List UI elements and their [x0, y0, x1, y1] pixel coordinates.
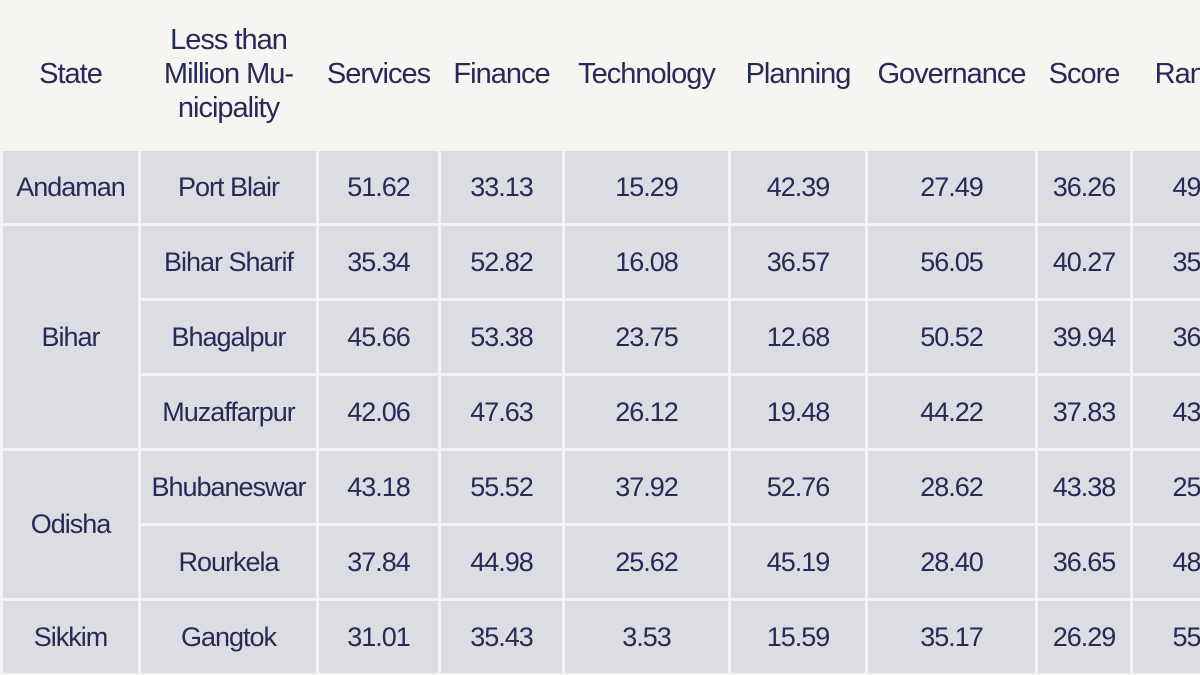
value-cell: 43 — [1130, 373, 1200, 451]
header-cell: Finance — [439, 0, 564, 150]
city-cell: Bhagalpur — [138, 298, 319, 376]
city-cell: Muzaffarpur — [138, 373, 319, 451]
value-cell: 36.57 — [728, 223, 868, 301]
value-cell: 45.66 — [316, 298, 441, 376]
value-cell: 19.48 — [728, 373, 868, 451]
value-cell: 25 — [1130, 448, 1200, 526]
state-cell: Odisha — [0, 448, 141, 601]
value-cell: 35 — [1130, 223, 1200, 301]
header-cell: State — [1, 0, 140, 150]
header-cell: Rank — [1131, 0, 1200, 150]
table-row: Bhagalpur 45.66 53.38 23.75 12.68 50.52 39.94 3… — [2, 298, 1200, 376]
value-cell: 39.94 — [1035, 298, 1133, 376]
value-cell: 47.63 — [438, 373, 565, 451]
header-text: Score — [1048, 58, 1121, 90]
table-row: Andaman Port Blair 51.62 33.13 15.29 42.39 27.… — [0, 148, 1200, 226]
value-cell: 31.01 — [316, 598, 441, 675]
value-cell: 35.17 — [865, 598, 1038, 675]
value-cell: 36.26 — [1035, 148, 1133, 226]
value-cell: 16.08 — [562, 223, 731, 301]
state-cell: Andaman — [0, 148, 141, 226]
value-cell: 55 — [1130, 598, 1200, 675]
value-cell: 45.19 — [728, 523, 868, 601]
header-cell: Services — [317, 0, 440, 150]
value-cell: 25.62 — [562, 523, 731, 601]
value-cell: 42.39 — [728, 148, 868, 226]
value-cell: 55.52 — [438, 448, 565, 526]
value-cell: 28.62 — [865, 448, 1038, 526]
header-text: State — [39, 58, 103, 90]
value-cell: 36.65 — [1035, 523, 1133, 601]
value-cell: 52.82 — [438, 223, 565, 301]
city-cell: Gangtok — [138, 598, 319, 675]
table-row: Sikkim Gangtok 31.01 35.43 3.53 15.59 35.17 26.… — [0, 598, 1200, 675]
value-cell: 35.34 — [316, 223, 441, 301]
header-text: nicipality — [177, 92, 280, 124]
city-cell: Bhubaneswar — [138, 448, 319, 526]
value-cell: 53.38 — [438, 298, 565, 376]
value-cell: 51.62 — [316, 148, 441, 226]
table-row: Muzaffarpur 42.06 47.63 26.12 19.48 44.22 37.8… — [2, 373, 1200, 451]
header-cell: Governance — [866, 0, 1037, 150]
value-cell: 56.05 — [865, 223, 1038, 301]
city-cell: Bihar Sharif — [138, 223, 319, 301]
city-cell: Rourkela — [138, 523, 319, 601]
header-text: Planning — [745, 58, 852, 90]
value-cell: 26.29 — [1035, 598, 1133, 675]
header-cell: Score — [1036, 0, 1132, 150]
header-text: Technology — [578, 58, 716, 90]
value-cell: 43.18 — [316, 448, 441, 526]
state-cell: Bihar — [0, 223, 141, 451]
header-cell: Less than Million Mu-nicipality — [139, 0, 318, 150]
city-cell: Port Blair — [138, 148, 319, 226]
value-cell: 23.75 — [562, 298, 731, 376]
value-cell: 50.52 — [865, 298, 1038, 376]
header-cell: Planning — [729, 0, 867, 150]
value-cell: 49 — [1130, 148, 1200, 226]
value-cell: 40.27 — [1035, 223, 1133, 301]
value-cell: 48 — [1130, 523, 1200, 601]
value-cell: 44.22 — [865, 373, 1038, 451]
value-cell: 12.68 — [728, 298, 868, 376]
value-cell: 44.98 — [438, 523, 565, 601]
value-cell: 43.38 — [1035, 448, 1133, 526]
header-text: Less than — [170, 24, 288, 56]
table-row: Bihar Bihar Sharif 35.34 52.82 16.08 36.57 56.… — [0, 223, 1200, 451]
value-cell: 27.49 — [865, 148, 1038, 226]
header-text: Services — [326, 58, 431, 90]
value-cell: 37.83 — [1035, 373, 1133, 451]
value-cell: 37.92 — [562, 448, 731, 526]
header-text: Million Mu- — [163, 58, 294, 90]
value-cell: 42.06 — [316, 373, 441, 451]
value-cell: 28.40 — [865, 523, 1038, 601]
value-cell: 36 — [1130, 298, 1200, 376]
table-row: Rourkela 37.84 44.98 25.62 45.19 28.40 36.65 48 — [2, 523, 1200, 601]
table-body: Andaman Port Blair 51.62 33.13 15.29 42.39 27.… — [0, 148, 1200, 675]
header-row: State Less than Million Mu-nicipality Servi… — [1, 0, 1200, 150]
value-cell: 15.29 — [562, 148, 731, 226]
value-cell: 33.13 — [438, 148, 565, 226]
table-row: Odisha Bhubaneswar 43.18 55.52 37.92 52.76 28.… — [0, 448, 1200, 601]
value-cell: 15.59 — [728, 598, 868, 675]
header-text: Rank — [1154, 58, 1200, 90]
header-text: Governance — [877, 58, 1027, 90]
value-cell: 52.76 — [728, 448, 868, 526]
value-cell: 35.43 — [438, 598, 565, 675]
header-cell: Technology — [563, 0, 730, 150]
state-cell: Sikkim — [0, 598, 141, 675]
value-cell: 3.53 — [562, 598, 731, 675]
value-cell: 26.12 — [562, 373, 731, 451]
value-cell: 37.84 — [316, 523, 441, 601]
header-text: Finance — [453, 58, 550, 90]
